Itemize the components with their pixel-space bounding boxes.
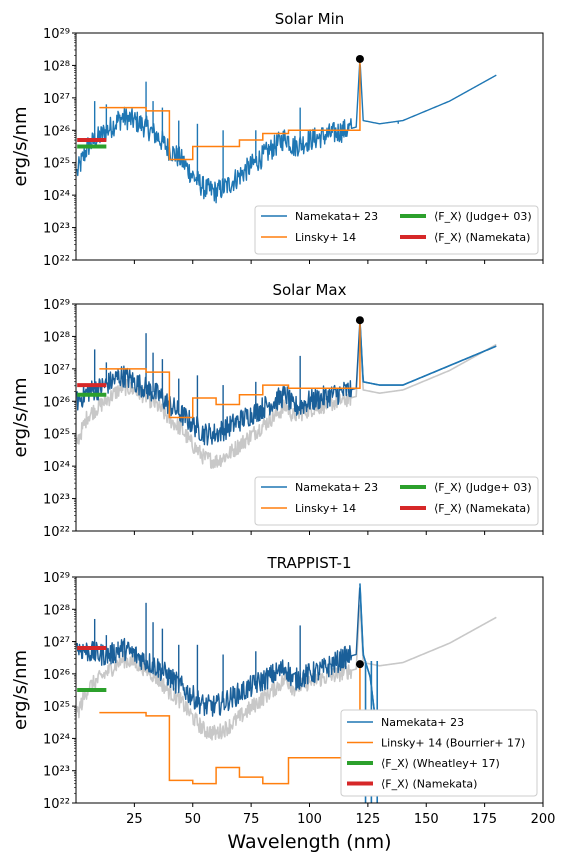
y-tick-label: 10²⁶ [43,668,70,683]
x-tick-label: 175 [472,812,497,827]
y-tick-label: 10²⁶ [43,124,70,139]
y-tick-label: 10²⁸ [43,603,70,618]
lyman-alpha-marker [355,54,364,63]
y-tick-label: 10²⁷ [43,92,70,107]
legend-entry: Namekata+ 23 [295,210,378,223]
namekata-spectrum [76,587,381,755]
y-tick-label: 10²⁴ [43,189,70,204]
legend: Namekata+ 23 Linsky+ 14 (Bourrier+ 17) ⟨F_… [340,709,538,797]
linsky-step [99,664,361,785]
y-tick-label: 10²⁹ [43,27,70,42]
legend-entry: ⟨F_X⟩ (Judge+ 03) [434,481,532,494]
legend-entry: Linsky+ 14 (Bourrier+ 17) [381,737,525,750]
y-tick-label: 10²⁶ [43,395,70,410]
y-tick-label: 10²⁷ [43,363,70,378]
linsky-step [99,58,361,161]
y-tick-label: 10²⁵ [43,157,70,172]
y-tick-label: 10²⁹ [43,571,70,586]
panel-1: Solar Min 10²² 10²³ 10²⁴ 10²⁵ 10²⁶ 10²⁷ 10²⁸ 10²… [10,10,544,269]
x-tick-label: 125 [355,812,380,827]
legend-entry: Namekata+ 23 [295,481,378,494]
y-tick-label: 10²² [43,254,70,269]
y-tick-label: 10²⁵ [43,428,70,443]
lyman-alpha-marker [355,660,364,669]
panel-2: Solar Max 10²² 10²³ 10²⁴ 10²⁵ 10²⁶ 10²⁷ 10²⁸ 10²… [10,281,544,540]
legend-box [254,205,539,255]
panel-title: Solar Min [275,10,345,28]
legend: Namekata+ 23 Linsky+ 14 ⟨F_X⟩ (Judge+ 03) ⟨… [254,205,539,255]
legend-entry: ⟨F_X⟩ (Wheatley+ 17) [381,757,500,770]
legend-entry: Linsky+ 14 [295,231,356,244]
x-tick-label: 200 [531,812,556,827]
y-tick-label: 10²³ [43,765,70,780]
y-tick-label: 10²⁴ [43,732,70,747]
y-tick-label: 10²⁵ [43,700,70,715]
x-tick-label: 100 [297,812,322,827]
panel-3: TRAPPIST-1 10²² 10²³ 10²⁴ 10²⁵ 10²⁶ 10²⁷ 10²⁸ 10… [10,554,555,827]
x-tick-label: 75 [243,812,260,827]
x-axis-label: Wavelength (nm) [227,831,391,853]
panel-title: Solar Max [272,281,346,299]
panel-title: TRAPPIST-1 [266,554,351,572]
legend-entry: Namekata+ 23 [381,716,464,729]
y-tick-label: 10²³ [43,493,70,508]
y-tick-label: 10²² [43,797,70,812]
y-tick-label: 10²⁷ [43,636,70,651]
legend-entry: ⟨F_X⟩ (Namekata) [381,778,477,791]
legend-entry: ⟨F_X⟩ (Namekata) [434,502,530,515]
legend-box [254,476,539,526]
namekata-spectrum [76,62,497,204]
legend-box [340,709,538,797]
y-tick-label: 10²⁹ [43,298,70,313]
plot-area [76,58,497,204]
y-tick-label: 10²⁴ [43,460,70,475]
legend-entry: Linsky+ 14 [295,502,356,515]
plot-area [76,320,497,469]
legend-entry: ⟨F_X⟩ (Judge+ 03) [434,210,532,223]
lyman-alpha-marker [355,316,364,325]
y-tick-label: 10²⁸ [43,330,70,345]
y-axis-label: erg/s/nm [10,377,31,457]
legend-entry: ⟨F_X⟩ (Namekata) [434,231,530,244]
y-tick-label: 10²⁸ [43,59,70,74]
y-axis-label: erg/s/nm [10,106,31,186]
x-tick-label: 150 [414,812,439,827]
legend: Namekata+ 23 Linsky+ 14 ⟨F_X⟩ (Judge+ 03) ⟨… [254,476,539,526]
namekata-tail [359,320,497,386]
x-tick-label: 50 [184,812,201,827]
linsky-step [99,320,361,419]
x-tick-label: 25 [126,812,143,827]
y-axis-label: erg/s/nm [10,650,31,730]
y-tick-label: 10²³ [43,222,70,237]
y-tick-label: 10²² [43,525,70,540]
